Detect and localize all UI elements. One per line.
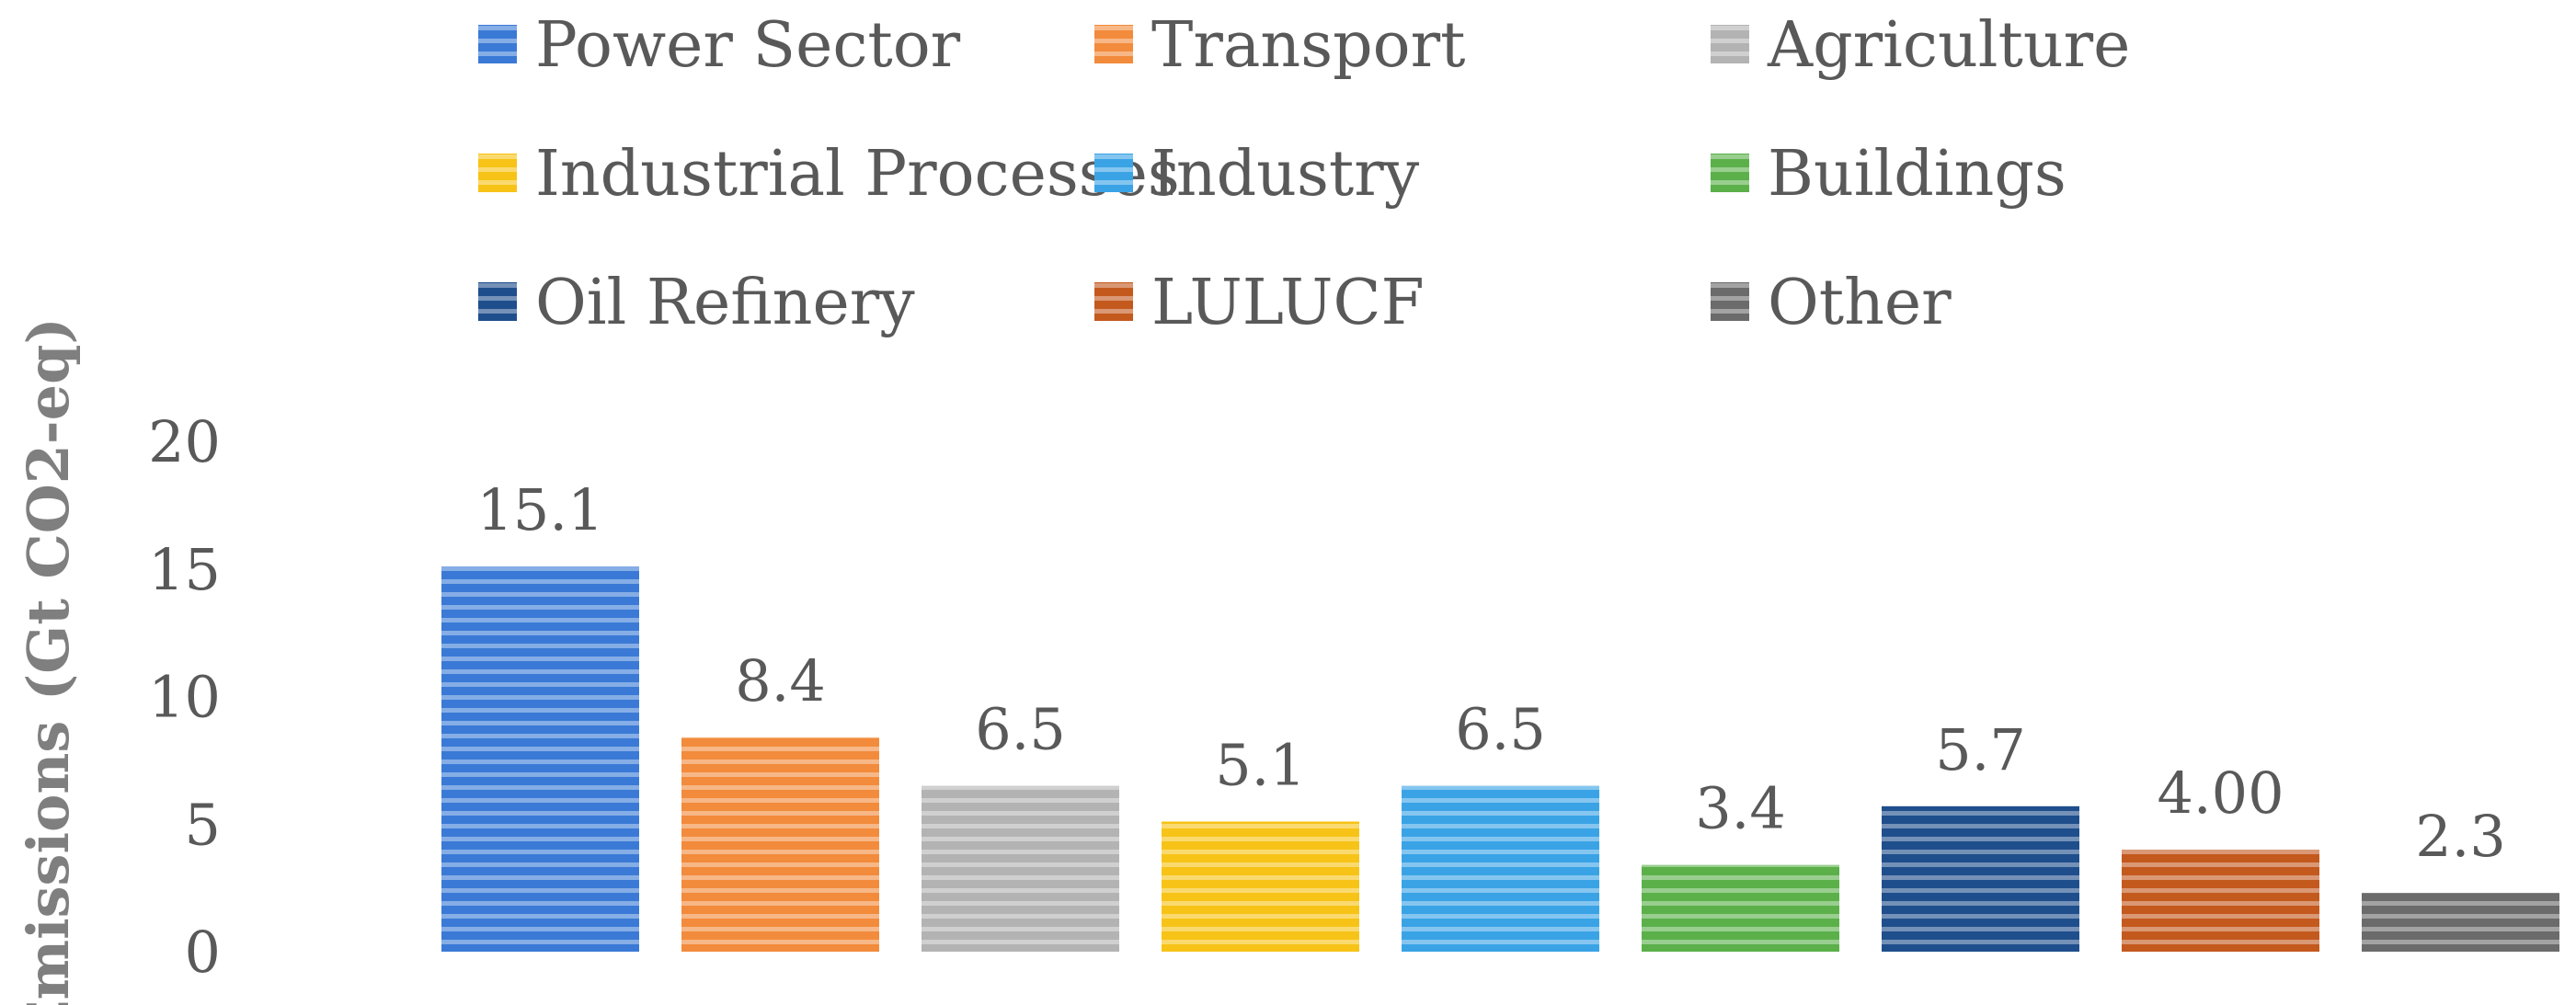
data-label: 5.1 bbox=[1215, 731, 1306, 798]
y-tick-label: 15 bbox=[148, 536, 221, 603]
legend-swatch-stripes bbox=[1094, 282, 1133, 321]
legend-label: Power Sector bbox=[535, 9, 961, 82]
bar-stripe-overlay bbox=[922, 785, 1119, 952]
data-label: 6.5 bbox=[975, 696, 1066, 763]
legend-item: Industry bbox=[1094, 138, 1420, 211]
data-label: 2.3 bbox=[2415, 803, 2506, 870]
legend-item: Oil Refinery bbox=[478, 267, 915, 339]
bar-stripe-overlay bbox=[1402, 785, 1599, 952]
bar-group: 15.1 bbox=[441, 476, 639, 952]
y-tick-label: 5 bbox=[185, 791, 221, 858]
y-tick-label: 0 bbox=[185, 919, 221, 986]
data-label: 8.4 bbox=[735, 647, 826, 714]
legend-item: Buildings bbox=[1711, 138, 2067, 211]
legend-label: Industry bbox=[1151, 138, 1420, 211]
legend-label: Oil Refinery bbox=[535, 267, 915, 339]
legend-item: Other bbox=[1711, 267, 1952, 339]
legend-swatch-stripes bbox=[478, 282, 517, 321]
legend-item: Industrial Processes bbox=[478, 138, 1180, 211]
data-label: 15.1 bbox=[476, 476, 603, 543]
data-label: 6.5 bbox=[1455, 696, 1546, 763]
bar-group: 4.00 bbox=[2122, 759, 2319, 952]
legend-label: Industrial Processes bbox=[535, 138, 1180, 211]
bar-stripe-overlay bbox=[1642, 864, 1839, 952]
bar-stripe-overlay bbox=[681, 737, 879, 952]
legend-swatch-stripes bbox=[478, 25, 517, 63]
legend-swatch-stripes bbox=[1711, 154, 1749, 192]
bar-group: 5.7 bbox=[1882, 716, 2079, 952]
bar-group: 6.5 bbox=[1402, 696, 1599, 952]
bar-group: 8.4 bbox=[681, 647, 879, 952]
legend-swatch-stripes bbox=[1094, 154, 1133, 192]
legend-label: LULUCF bbox=[1151, 267, 1425, 339]
legend-swatch-stripes bbox=[1711, 25, 1749, 63]
legend-label: Transport bbox=[1151, 9, 1465, 82]
legend-swatch-stripes bbox=[1094, 25, 1133, 63]
legend-item: Agriculture bbox=[1711, 9, 2130, 82]
y-tick-label: 10 bbox=[148, 664, 221, 731]
bar-group: 6.5 bbox=[922, 696, 1119, 952]
legend-label: Buildings bbox=[1768, 138, 2067, 211]
data-label: 4.00 bbox=[2157, 759, 2284, 827]
bar-stripe-overlay bbox=[1162, 821, 1359, 952]
bar-stripe-overlay bbox=[2362, 893, 2559, 952]
bar-group: 3.4 bbox=[1642, 775, 1839, 952]
y-tick-label: 20 bbox=[148, 408, 221, 475]
bar-stripe-overlay bbox=[441, 565, 639, 952]
legend-label: Other bbox=[1768, 267, 1952, 339]
bar-group: 2.3 bbox=[2362, 803, 2559, 952]
legend-item: LULUCF bbox=[1094, 267, 1425, 339]
data-label: 5.7 bbox=[1935, 716, 2026, 783]
bar-group: 5.1 bbox=[1162, 731, 1359, 952]
bar-stripe-overlay bbox=[1882, 805, 2079, 952]
y-axis-title: Emissions (Gt CO2-eq) bbox=[15, 317, 82, 1005]
legend-item: Transport bbox=[1094, 9, 1465, 82]
legend-label: Agriculture bbox=[1767, 9, 2130, 82]
legend-swatch-stripes bbox=[1711, 282, 1749, 321]
legend-item: Power Sector bbox=[478, 9, 961, 82]
legend-swatch-stripes bbox=[478, 154, 517, 192]
bar-stripe-overlay bbox=[2122, 850, 2319, 952]
data-label: 3.4 bbox=[1695, 775, 1786, 842]
